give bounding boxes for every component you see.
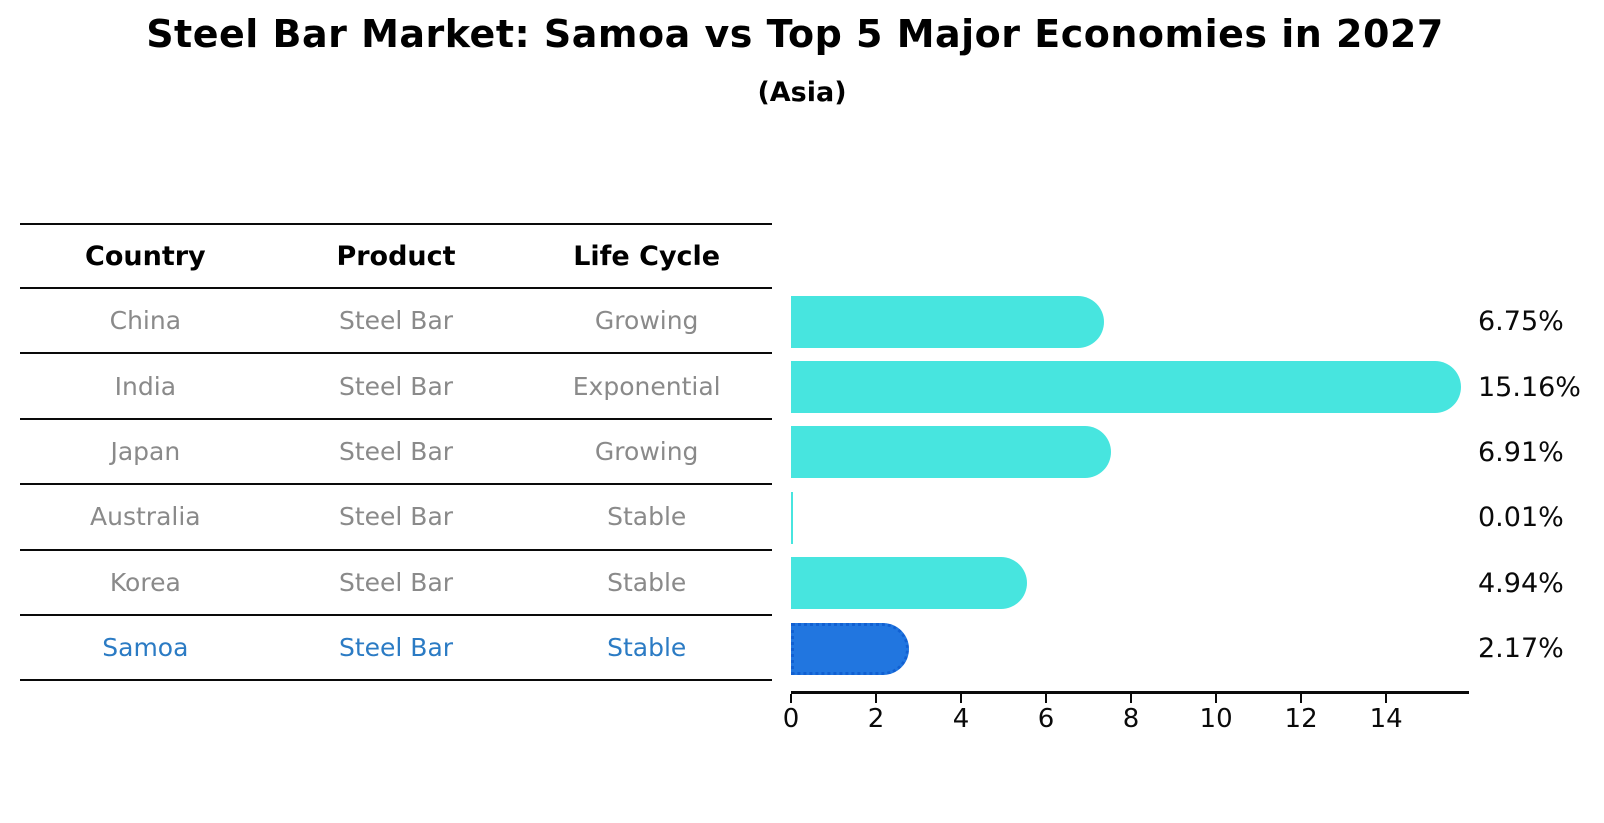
column-header-country: Country — [85, 240, 206, 272]
x-tick-label: 6 — [1037, 704, 1055, 734]
cell-country: India — [114, 371, 177, 401]
cell-product: Steel Bar — [338, 502, 454, 532]
column-header-product: Product — [336, 240, 456, 272]
cell-product: Steel Bar — [338, 436, 454, 466]
cell-life-cycle: Stable — [607, 633, 687, 663]
column-header-life-cycle: Life Cycle — [573, 240, 721, 272]
value-label-samoa: 2.17% — [1478, 633, 1564, 665]
cell-life-cycle: Growing — [594, 306, 699, 336]
value-label-row: 2.17% — [1478, 616, 1604, 681]
value-label-australia: 0.01% — [1478, 502, 1564, 534]
table-row-australia: Australia Steel Bar Stable — [20, 485, 772, 551]
cell-product: Steel Bar — [338, 633, 454, 663]
cell-country: Australia — [90, 502, 201, 532]
value-label-row: 15.16% — [1478, 354, 1604, 419]
bar-row — [791, 420, 1469, 485]
bar-row — [791, 289, 1469, 354]
value-label-india: 15.16% — [1478, 371, 1581, 403]
x-tick-mark — [960, 693, 963, 703]
x-tick-mark — [790, 693, 792, 703]
x-tick-mark — [875, 693, 878, 703]
chart-title: Steel Bar Market: Samoa vs Top 5 Major E… — [146, 12, 1444, 56]
cell-life-cycle: Exponential — [572, 371, 721, 401]
cell-country: China — [109, 306, 182, 336]
x-tick-label: 8 — [1122, 704, 1140, 734]
x-tick-label: 12 — [1284, 704, 1318, 734]
x-tick-label: 14 — [1369, 704, 1403, 734]
value-label-row: 0.01% — [1478, 485, 1604, 550]
x-tick-label: 2 — [867, 704, 885, 734]
bar-row — [791, 354, 1469, 419]
bar-japan — [791, 426, 1111, 479]
cell-product: Steel Bar — [338, 371, 454, 401]
cell-life-cycle: Stable — [607, 502, 687, 532]
x-tick-mark — [1130, 693, 1133, 703]
value-label-row: 6.75% — [1478, 289, 1604, 354]
value-label-row: 6.91% — [1478, 420, 1604, 485]
table-row-japan: Japan Steel Bar Growing — [20, 420, 772, 486]
value-label-japan: 6.91% — [1478, 436, 1564, 468]
x-tick-mark — [1300, 693, 1303, 703]
cell-life-cycle: Stable — [607, 567, 687, 597]
bar-china — [791, 295, 1104, 348]
cell-product: Steel Bar — [338, 567, 454, 597]
bar-korea — [791, 557, 1027, 610]
value-label-row: 4.94% — [1478, 551, 1604, 616]
summary-table: Country Product Life Cycle China Steel Bar G… — [20, 223, 772, 682]
table-row-samoa: Samoa Steel Bar Stable — [20, 616, 772, 682]
bar-plot-area — [791, 289, 1469, 682]
table-row-korea: Korea Steel Bar Stable — [20, 551, 772, 616]
value-label-china: 6.75% — [1478, 306, 1564, 338]
bar-australia — [791, 491, 793, 544]
x-tick-mark — [1385, 693, 1388, 703]
cell-country: Korea — [109, 567, 181, 597]
x-axis-line — [791, 691, 1469, 694]
cell-country: Japan — [110, 436, 181, 466]
table-header-row: Country Product Life Cycle — [20, 223, 772, 289]
cell-product: Steel Bar — [338, 306, 454, 336]
value-label-korea: 4.94% — [1478, 567, 1564, 599]
table-body: China Steel Bar Growing India Steel Bar Expon… — [20, 289, 772, 682]
x-axis: 0 2 4 6 8 10 12 14 — [783, 691, 1469, 741]
bar-row — [791, 485, 1469, 550]
x-tick-mark — [1045, 693, 1048, 703]
bar-row — [791, 616, 1469, 681]
chart-subtitle: (Asia) — [757, 77, 847, 108]
bar-samoa — [791, 622, 910, 675]
x-tick-mark — [1215, 693, 1218, 703]
bar-row — [791, 551, 1469, 616]
cell-country: Samoa — [102, 633, 189, 663]
cell-life-cycle: Growing — [594, 436, 699, 466]
value-label-column: 6.75% 15.16% 6.91% 0.01% 4.94% 2.17% — [1478, 289, 1604, 682]
table-row-china: China Steel Bar Growing — [20, 289, 772, 355]
bar-india — [791, 361, 1462, 414]
x-tick-label: 0 — [782, 704, 800, 734]
x-tick-label: 10 — [1199, 704, 1233, 734]
table-row-india: India Steel Bar Exponential — [20, 354, 772, 420]
x-tick-label: 4 — [952, 704, 970, 734]
